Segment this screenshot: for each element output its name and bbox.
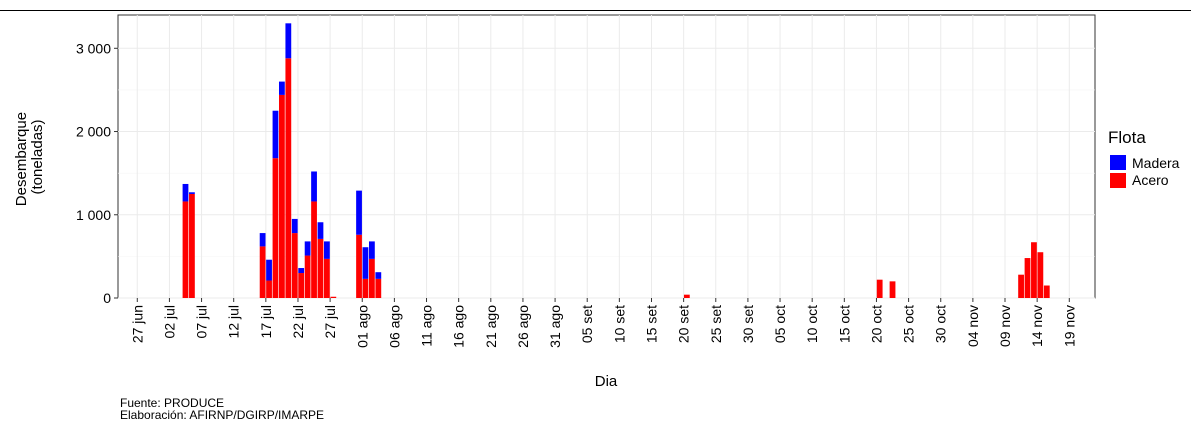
- legend-key-acero: [1110, 173, 1126, 188]
- bar-acero: [259, 246, 266, 298]
- x-tick-label: 15 oct: [836, 305, 852, 343]
- bar-acero: [272, 158, 279, 298]
- x-tick-label: 31 ago: [547, 305, 563, 348]
- bar-acero: [311, 201, 317, 298]
- x-tick-label: 11 ago: [419, 305, 435, 347]
- legend: Flota Madera Acero: [1108, 128, 1180, 188]
- x-tick-label: 30 oct: [933, 305, 949, 343]
- bar-acero: [266, 280, 272, 298]
- x-tick-label: 05 set: [579, 305, 595, 343]
- x-tick-label: 04 nov: [965, 305, 981, 347]
- x-tick-label: 10 oct: [804, 305, 820, 343]
- bar-acero: [285, 58, 292, 299]
- legend-label-madera: Madera: [1132, 155, 1180, 171]
- x-tick-label: 21 ago: [483, 305, 499, 348]
- bar-acero: [375, 278, 382, 298]
- x-tick-label: 09 nov: [997, 305, 1013, 347]
- bar-acero: [1043, 285, 1050, 298]
- bar-madera: [266, 259, 272, 281]
- x-tick-label: 25 set: [708, 305, 724, 343]
- x-tick-label: 14 nov: [1029, 305, 1045, 347]
- bar-acero: [1024, 258, 1031, 298]
- x-tick-label: 22 jul: [290, 305, 306, 338]
- bar-madera: [375, 272, 382, 279]
- bar-madera: [368, 241, 375, 259]
- bar-madera: [304, 241, 311, 256]
- y-tick-label: 3 000: [76, 40, 111, 56]
- bar-acero: [1031, 242, 1037, 298]
- x-tick-label: 27 jul: [322, 305, 338, 338]
- x-tick-label: 02 jul: [161, 305, 177, 338]
- source-caption: Fuente: PRODUCE: [120, 396, 225, 410]
- x-tick-label: 26 ago: [515, 305, 531, 348]
- bar-madera: [285, 23, 292, 59]
- x-tick-label: 05 oct: [772, 305, 788, 343]
- x-tick-label: 20 oct: [868, 305, 884, 343]
- x-tick-label: 19 nov: [1061, 305, 1077, 347]
- y-axis-title-line1: Desembarque: [13, 112, 30, 206]
- bar-acero: [330, 296, 337, 298]
- bar-acero: [876, 279, 883, 298]
- bar-madera: [272, 110, 279, 159]
- bar-madera: [317, 222, 324, 239]
- bar-acero: [1037, 252, 1044, 298]
- bar-acero: [189, 193, 195, 298]
- x-tick-label: 17 jul: [258, 305, 274, 338]
- y-tick-label: 2 000: [76, 124, 111, 140]
- legend-key-madera: [1110, 155, 1126, 170]
- x-tick-label: 06 ago: [386, 305, 402, 348]
- legend-label-acero: Acero: [1132, 172, 1169, 188]
- bar-madera: [356, 190, 362, 235]
- y-axis-title: Desembarque (toneladas): [13, 108, 46, 206]
- x-tick-label: 27 jun: [129, 305, 145, 343]
- grid-lines: [118, 15, 1095, 299]
- bar-acero: [362, 278, 369, 298]
- bar-acero: [304, 255, 311, 298]
- bar-acero: [182, 201, 189, 298]
- bar-acero: [1018, 274, 1024, 298]
- x-tick-label: 25 oct: [901, 305, 917, 343]
- x-tick-label: 16 ago: [451, 305, 467, 348]
- bar-madera: [279, 81, 285, 95]
- bar-madera: [311, 171, 317, 202]
- bar-acero: [368, 258, 375, 298]
- x-tick-label: 01 ago: [354, 305, 370, 348]
- x-tick-label: 12 jul: [226, 305, 242, 338]
- y-tick-label: 1 000: [76, 207, 111, 223]
- x-tick-label: 30 set: [740, 305, 756, 343]
- bar-madera: [362, 247, 369, 279]
- y-axis-title-line2: (toneladas): [29, 119, 46, 194]
- bar-madera: [298, 268, 305, 274]
- bar-acero: [889, 281, 896, 298]
- x-tick-label: 07 jul: [194, 305, 210, 338]
- bar-madera: [259, 233, 266, 247]
- bar-acero: [279, 94, 285, 298]
- bars-group: [182, 23, 1050, 299]
- bar-madera: [182, 183, 189, 202]
- legend-title: Flota: [1108, 128, 1146, 147]
- x-tick-label: 20 set: [676, 305, 692, 343]
- y-axis: 0 1 000 2 000 3 000: [76, 40, 118, 306]
- bar-acero: [356, 234, 362, 298]
- y-tick-label: 0: [103, 290, 111, 306]
- bar-acero: [317, 238, 324, 298]
- bar-acero: [291, 233, 298, 298]
- bar-madera: [324, 241, 330, 259]
- top-divider: [0, 10, 1191, 11]
- x-axis-title: Dia: [595, 373, 618, 390]
- x-tick-label: 15 set: [643, 305, 659, 343]
- credit-caption: Elaboración: AFIRNP/DGIRP/IMARPE: [120, 408, 325, 422]
- bar-acero: [324, 258, 330, 298]
- bar-madera: [291, 218, 298, 234]
- x-tick-label: 10 set: [611, 305, 627, 343]
- bar-acero: [683, 294, 690, 298]
- bar-acero: [298, 273, 305, 298]
- bar-madera: [189, 192, 195, 194]
- x-axis: 27 jun 02 jul 07 jul 12 jul 17 jul 22 jul 27 j…: [129, 298, 1077, 348]
